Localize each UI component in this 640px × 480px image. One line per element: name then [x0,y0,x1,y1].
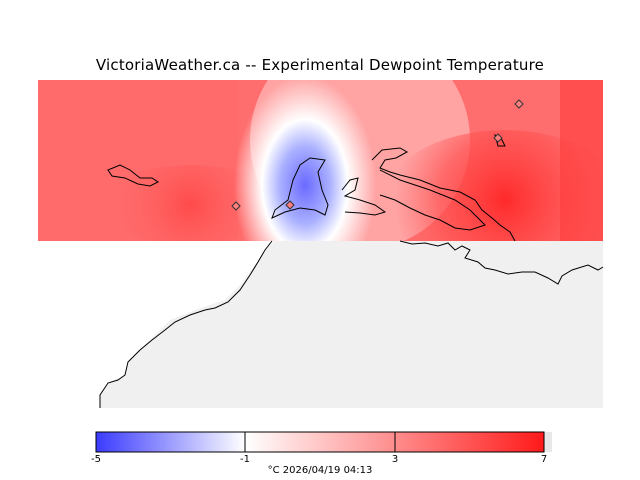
coastlines [99,133,604,408]
station-marker-icon [493,133,503,143]
colorbar-tick-label: 3 [391,454,399,465]
page-title: VictoriaWeather.ca -- Experimental Dewpo… [95,56,545,74]
dewpoint-field [38,80,603,241]
colorbar [95,431,552,453]
station-marker-icon [514,99,524,109]
land-mass [100,241,603,408]
colorbar-tick-label: 7 [540,454,548,465]
colorbar-tick-label: -5 [91,454,101,465]
station-marker-icon [285,200,295,210]
land-mass-east [400,241,603,280]
station-marker-icon [231,201,241,211]
station-markers [231,99,524,211]
timestamp-label: °C 2026/04/19 04:13 [267,465,373,476]
colorbar-tick-label: -1 [240,454,250,465]
